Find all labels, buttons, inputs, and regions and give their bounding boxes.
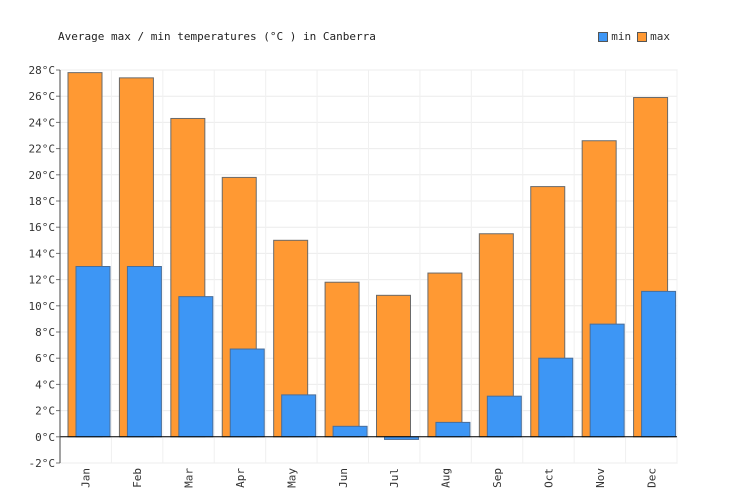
x-tick-label: Apr xyxy=(234,468,247,488)
bar-min xyxy=(281,394,317,438)
legend-item-min: min xyxy=(598,30,631,43)
x-tick-label: Aug xyxy=(440,468,453,488)
y-tick-label: 8°C xyxy=(35,326,55,339)
bar-min xyxy=(332,425,368,438)
y-tick-label: 12°C xyxy=(29,274,56,287)
y-tick-label: -2°C xyxy=(29,457,56,470)
y-tick-label: 6°C xyxy=(35,352,55,365)
y-tick-label: 24°C xyxy=(29,116,56,129)
bar-min xyxy=(435,421,471,438)
y-tick-label: 10°C xyxy=(29,300,56,313)
x-tick-label: Oct xyxy=(542,468,555,488)
x-tick-label: Mar xyxy=(183,468,196,488)
y-tick-label: 14°C xyxy=(29,247,56,260)
bar-max xyxy=(324,281,360,438)
bar-min xyxy=(486,395,522,438)
legend: min max xyxy=(598,30,670,43)
legend-swatch-max xyxy=(637,31,648,42)
y-tick-label: 26°C xyxy=(29,90,56,103)
x-tick-label: Jan xyxy=(80,468,93,488)
x-tick-label: Feb xyxy=(131,468,144,488)
y-tick-label: 18°C xyxy=(29,195,56,208)
bar-min xyxy=(178,296,214,438)
x-tick-label: Nov xyxy=(594,468,607,488)
y-tick-label: 16°C xyxy=(29,221,56,234)
legend-item-max: max xyxy=(637,30,670,43)
bar-min xyxy=(538,357,574,438)
bar-max xyxy=(427,272,463,438)
y-tick-label: 20°C xyxy=(29,169,56,182)
y-tick-label: 4°C xyxy=(35,378,55,391)
bar-max xyxy=(376,294,411,438)
legend-label-min: min xyxy=(611,30,632,43)
bar-min xyxy=(126,266,162,438)
x-tick-label: Sep xyxy=(491,468,504,488)
x-tick-label: Dec xyxy=(645,468,658,488)
bar-min xyxy=(75,266,111,438)
chart-title: Average max / min temperatures (°C ) in … xyxy=(58,30,376,43)
legend-swatch-min xyxy=(598,31,609,42)
x-tick-label: May xyxy=(285,468,298,488)
legend-label-max: max xyxy=(650,30,670,43)
y-tick-label: 22°C xyxy=(29,143,56,156)
bar-min xyxy=(641,290,677,438)
x-tick-label: Jun xyxy=(337,468,350,488)
bar-min xyxy=(229,348,265,438)
bar-min xyxy=(589,323,625,438)
x-tick-label: Jul xyxy=(388,468,401,488)
y-tick-label: 0°C xyxy=(35,431,55,444)
y-tick-label: 2°C xyxy=(35,405,55,418)
y-tick-label: 28°C xyxy=(29,64,56,77)
